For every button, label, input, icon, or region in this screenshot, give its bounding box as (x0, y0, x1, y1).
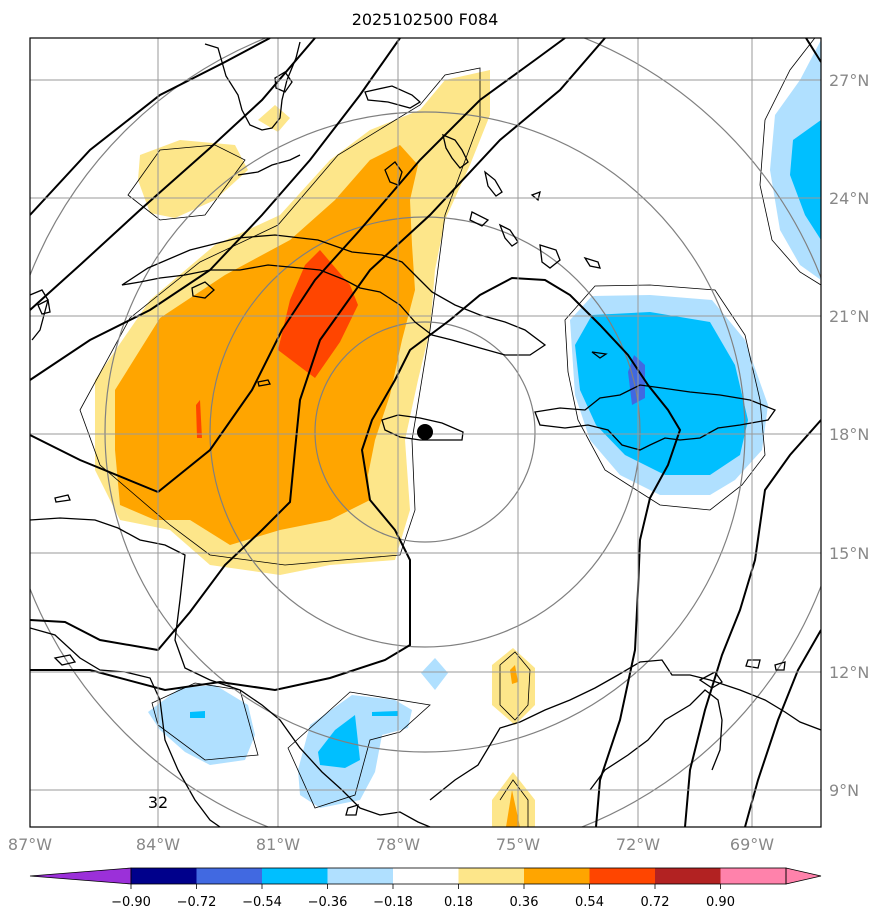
coastline-small7 (37, 299, 51, 315)
coastline-honduras (30, 627, 221, 827)
coastline-small3 (745, 659, 761, 669)
coastline-hispaniola (534, 384, 777, 451)
lon-tick-label: 78°W (376, 835, 420, 854)
height-contour-3 (30, 38, 401, 381)
height-contour-8 (744, 629, 821, 827)
graticule (30, 38, 821, 827)
lat-tick-label: 21°N (829, 307, 869, 326)
positive-anomaly-orange (115, 145, 418, 545)
negative-anomaly-deep-blue-atlantic (790, 120, 821, 240)
negative-anomaly-deep-blue-colombia (318, 715, 360, 768)
map-title: 2025102500 F084 (351, 10, 499, 29)
height-contours (30, 38, 821, 827)
lat-tick-label: 27°N (829, 71, 869, 90)
coastline-bahamas1 (364, 85, 422, 109)
lon-tick-label: 81°W (256, 835, 300, 854)
contour-label: 32 (148, 793, 168, 812)
colorbar-segment (524, 868, 590, 884)
colorbar-tick-label: −0.72 (177, 895, 217, 910)
lon-tick-label: 72°W (616, 835, 660, 854)
coastline-jamaica (381, 414, 464, 441)
coastline-hispaniola-west-small (591, 351, 608, 359)
colorbar-extend-low (29, 867, 132, 885)
coastline-cuba (121, 234, 547, 356)
range-rings (30, 38, 821, 827)
map-area: 32 (30, 38, 821, 827)
coastline-small4 (774, 661, 786, 671)
height-contour-5 (30, 38, 606, 652)
coastline-small5 (345, 804, 359, 816)
colorbar-tick-label: 0.90 (706, 895, 735, 910)
lat-tick-label: 15°N (829, 544, 869, 563)
lat-tick-label: 18°N (829, 425, 869, 444)
positive-anomaly-yellow-south1 (492, 648, 535, 725)
colorbar-tick-label: −0.90 (111, 895, 151, 910)
colorbar-tick-label: −0.18 (373, 895, 413, 910)
colorbar-tick-label: −0.36 (308, 895, 348, 910)
lon-tick-label: 69°W (730, 835, 774, 854)
coastline-bahamas2 (384, 161, 403, 186)
coastline-isle-of-youth (191, 281, 215, 299)
colorbar-tick-label: 0.36 (510, 895, 539, 910)
positive-anomaly-yellow-keys (258, 105, 290, 132)
lat-tick-label: 24°N (829, 189, 869, 208)
positive-anomaly-orange-south2 (506, 790, 520, 827)
colorbar-segment (655, 868, 721, 884)
colorbar-segment (720, 868, 786, 884)
negative-anomaly-light-blue-honduras (148, 685, 255, 765)
coastline-florida-lake (274, 71, 293, 93)
colorbar-extend-high (785, 867, 822, 885)
height-contour-2 (30, 38, 316, 311)
coastline-keys (237, 154, 301, 176)
colorbar-tick-label: −0.54 (242, 895, 282, 910)
colorbar-segment (262, 868, 328, 884)
map-frame (29, 37, 822, 828)
coastline-small2 (53, 654, 77, 666)
coastline-bahamas7 (539, 244, 561, 269)
coastline-small1 (54, 494, 71, 503)
positive-anomaly-fill (95, 70, 535, 827)
colorbar-segment (196, 868, 262, 884)
coastline-colombia (429, 659, 821, 801)
colorbar: −0.90 −0.72 −0.54 −0.36 −0.18 0.18 0.36 … (29, 867, 822, 910)
lat-tick-label: 9°N (829, 781, 859, 800)
coastline-bahamas3 (442, 133, 469, 169)
positive-anomaly-red (278, 250, 358, 378)
negative-anomaly-light-blue-diamond (421, 658, 448, 690)
coastline-bahamas8 (583, 256, 601, 269)
storm-center-marker (417, 424, 433, 440)
positive-anomaly-red-small (196, 400, 202, 438)
negative-anomaly-deep-blue-small (372, 711, 398, 716)
height-contour-1 (30, 38, 271, 216)
lon-tick-label: 75°W (496, 835, 540, 854)
colorbar-segment (131, 868, 197, 884)
coastline-central-america (30, 517, 431, 827)
lon-tick-label: 84°W (136, 835, 180, 854)
lon-tick-labels: 87°W 84°W 81°W 78°W 75°W 72°W 69°W (8, 835, 774, 854)
coastline-venezuela (589, 689, 723, 791)
colorbar-segment (393, 868, 459, 884)
negative-anomaly-deep-blue-honduras (190, 711, 205, 718)
height-contour-9 (805, 38, 821, 63)
colorbar-segment (327, 868, 393, 884)
lat-tick-label: 12°N (829, 663, 869, 682)
coastline-bahamas4 (483, 170, 503, 197)
height-contour-6 (30, 276, 682, 827)
colorbar-tick-label: 0.18 (444, 895, 473, 910)
lon-tick-label: 87°W (8, 835, 52, 854)
lat-tick-labels: 27°N 24°N 21°N 18°N 15°N 12°N 9°N (829, 71, 869, 800)
colorbar-segment (458, 868, 524, 884)
coastline-pr-islands (698, 671, 723, 689)
coastline-bahamas5 (498, 223, 519, 247)
negative-anomaly-royal-blue-hispaniola (628, 355, 645, 405)
colorbar-segment (589, 868, 655, 884)
colorbar-tick-label: 0.54 (575, 895, 604, 910)
height-contour-7 (684, 419, 821, 827)
coastline-bahamas6 (469, 211, 490, 227)
height-contour-4 (30, 38, 566, 494)
positive-anomaly-orange-south1 (510, 665, 518, 684)
colorbar-tick-label: 0.72 (641, 895, 670, 910)
coastline-cayman (257, 379, 271, 387)
